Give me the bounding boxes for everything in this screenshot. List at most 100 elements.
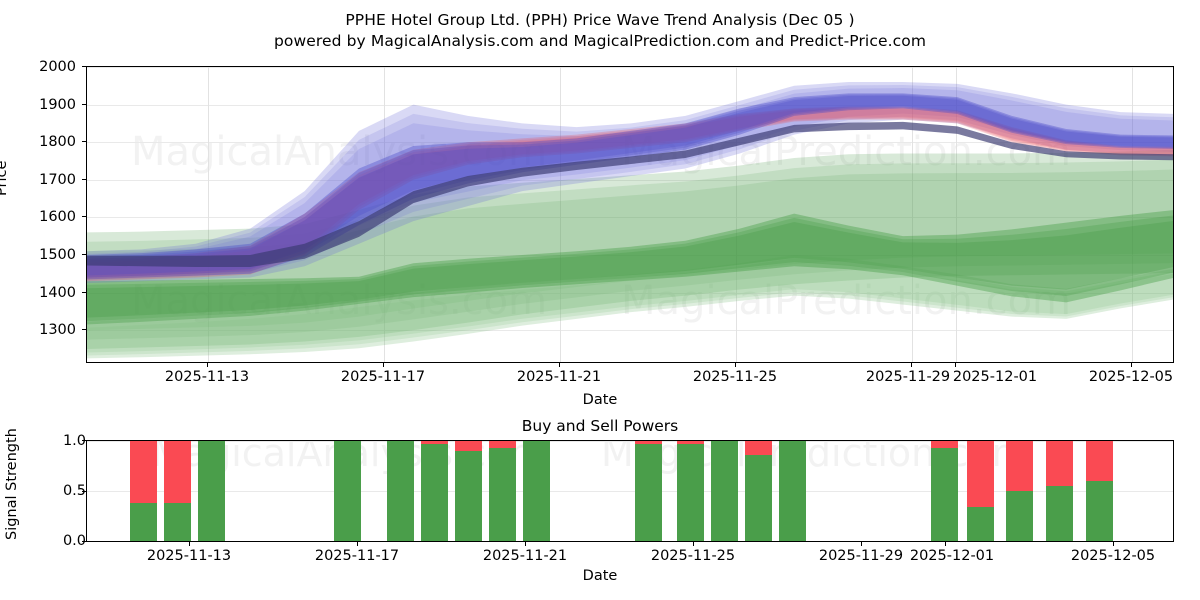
buy-power-segment xyxy=(677,444,704,541)
band-green-outer-band xyxy=(87,169,1173,331)
signal-bar[interactable] xyxy=(164,441,191,541)
gridline-h xyxy=(87,330,1173,332)
ytick-label: 1900 xyxy=(39,96,76,113)
gridline-v xyxy=(736,67,737,362)
signal-chart-plot-area: MagicalAnalysis.com MagicalPrediction.co… xyxy=(86,440,1174,542)
gridline-h xyxy=(87,292,1173,294)
signal-chart-title: Buy and Sell Powers xyxy=(521,417,679,435)
band-green-lower-band xyxy=(87,261,1173,353)
xtick-label: 2025-11-13 xyxy=(164,369,250,385)
chart-title-line1: PPHE Hotel Group Ltd. (PPH) Price Wave T… xyxy=(345,11,855,29)
signal-bar[interactable] xyxy=(523,441,550,541)
band-green-outer-band xyxy=(87,149,1173,349)
signal-bar[interactable] xyxy=(334,441,361,541)
ytick-label: 1500 xyxy=(39,247,76,263)
signal-bar[interactable] xyxy=(967,441,994,541)
xtick-label: 2025-12-01 xyxy=(909,548,995,564)
buy-power-segment xyxy=(635,444,662,541)
buy-power-segment xyxy=(455,451,482,541)
price-chart-plot-area: MagicalAnalysis.com MagicalPrediction.co… xyxy=(86,66,1174,363)
sell-power-segment xyxy=(745,441,772,455)
signal-bar[interactable] xyxy=(931,441,958,541)
gridline-v xyxy=(1132,67,1133,362)
signal-bar[interactable] xyxy=(779,441,806,541)
signal-bar[interactable] xyxy=(130,441,157,541)
ytick-label: 2000 xyxy=(39,59,76,75)
gridline-v xyxy=(956,67,957,362)
buy-power-segment xyxy=(421,444,448,541)
signal-bar[interactable] xyxy=(635,441,662,541)
buy-power-segment xyxy=(711,441,738,541)
xtick-label: 2025-12-01 xyxy=(952,369,1038,385)
signal-bar[interactable] xyxy=(677,441,704,541)
buy-power-segment xyxy=(1086,481,1113,541)
ytick-label: 1600 xyxy=(39,209,76,226)
sell-power-segment xyxy=(967,441,994,507)
sell-power-segment xyxy=(130,441,157,503)
signal-bar[interactable] xyxy=(1086,441,1113,541)
xtick-label: 2025-12-05 xyxy=(1070,548,1156,564)
signal-x-axis-label: Date xyxy=(582,568,618,584)
signal-bar[interactable] xyxy=(421,441,448,541)
gridline-h xyxy=(87,67,1173,68)
gridline-h xyxy=(87,255,1173,256)
signal-bar[interactable] xyxy=(489,441,516,541)
sell-power-segment xyxy=(635,441,662,444)
xtick-label: 2025-11-25 xyxy=(692,369,778,385)
sell-power-segment xyxy=(677,441,704,444)
signal-bar[interactable] xyxy=(387,441,414,541)
sell-power-segment xyxy=(489,441,516,448)
gridline-h xyxy=(87,491,1173,492)
gridline-v xyxy=(912,67,913,362)
xtick-label: 2025-11-17 xyxy=(314,548,400,564)
sell-power-segment xyxy=(421,441,448,444)
buy-power-segment xyxy=(334,441,361,541)
buy-power-segment xyxy=(1046,486,1073,541)
buy-power-segment xyxy=(164,503,191,541)
ytick-label: 1800 xyxy=(39,134,76,151)
sell-power-segment xyxy=(1046,441,1073,486)
sell-power-segment xyxy=(164,441,191,503)
band-green-lower-band xyxy=(87,258,1173,356)
price-y-axis-label: Price xyxy=(0,160,10,196)
ytick-label: 0.5 xyxy=(62,483,86,499)
buy-power-segment xyxy=(130,503,157,541)
xtick-label: 2025-11-25 xyxy=(650,548,736,564)
ytick-label: 1400 xyxy=(39,284,76,301)
signal-bar[interactable] xyxy=(1006,441,1033,541)
signal-bar[interactable] xyxy=(198,441,225,541)
xtick-label: 2025-11-29 xyxy=(818,548,904,564)
band-green-outer-band xyxy=(87,159,1173,340)
chart-title-line2: powered by MagicalAnalysis.com and Magic… xyxy=(273,32,927,50)
sell-power-segment xyxy=(1006,441,1033,491)
band-dark-navy-core xyxy=(87,121,1173,268)
xtick-label: 2025-11-29 xyxy=(865,369,951,385)
xtick-label: 2025-11-21 xyxy=(516,369,602,385)
band-green-mid-band xyxy=(87,215,1173,322)
signal-bar[interactable] xyxy=(455,441,482,541)
bar-series-container xyxy=(87,441,1173,541)
sell-power-segment xyxy=(455,441,482,451)
gridline-h xyxy=(87,179,1173,181)
buy-power-segment xyxy=(198,441,225,541)
buy-power-segment xyxy=(523,441,550,541)
gridline-v xyxy=(208,67,209,362)
signal-bar[interactable] xyxy=(745,441,772,541)
gridline-h xyxy=(87,142,1173,144)
ytick-label: 1300 xyxy=(39,322,76,339)
price-wave-bands xyxy=(87,82,1173,359)
buy-power-segment xyxy=(967,507,994,541)
xtick-label: 2025-11-13 xyxy=(146,548,232,564)
band-green-lower-band xyxy=(87,254,1173,359)
buy-power-segment xyxy=(745,455,772,541)
buy-power-segment xyxy=(387,441,414,541)
xtick-label: 2025-11-17 xyxy=(340,369,426,385)
ytick-label: 1.0 xyxy=(62,433,86,449)
signal-y-axis-label: Signal Strength xyxy=(4,428,20,540)
xtick-label: 2025-11-21 xyxy=(482,548,568,564)
signal-bar[interactable] xyxy=(1046,441,1073,541)
buy-power-segment xyxy=(489,448,516,541)
gridline-h xyxy=(87,541,1173,542)
signal-bar[interactable] xyxy=(711,441,738,541)
